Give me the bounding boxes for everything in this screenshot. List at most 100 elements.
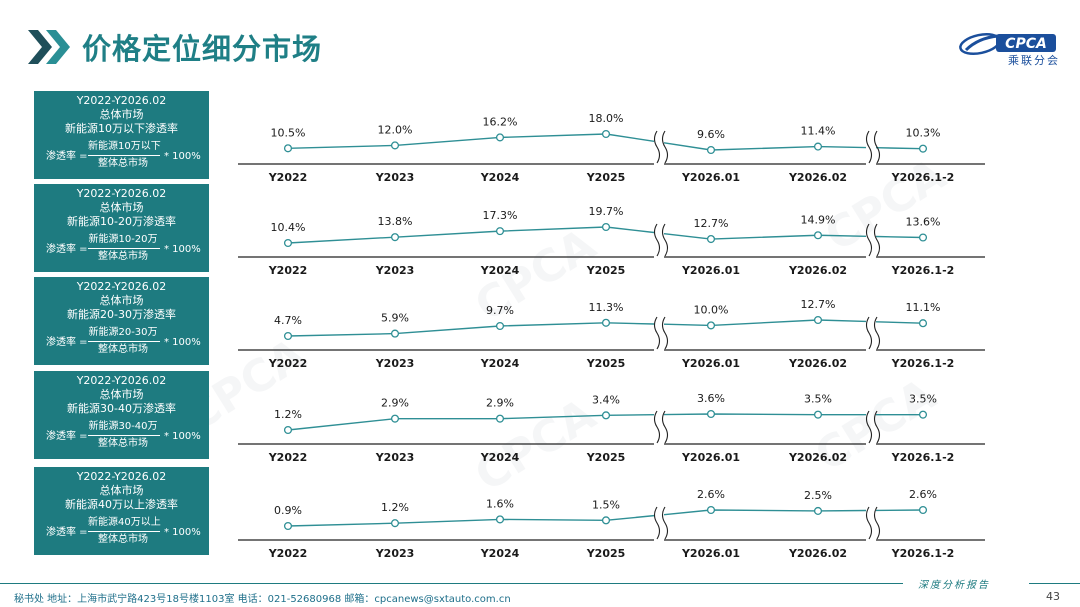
data-point — [918, 233, 928, 242]
data-point — [495, 133, 505, 142]
data-point — [813, 315, 823, 325]
category-label: Y2026.02 — [788, 171, 847, 184]
double-chevron-icon — [28, 30, 70, 64]
value-label: 4.7% — [274, 314, 302, 327]
data-point — [390, 233, 400, 242]
value-label: 10.5% — [271, 126, 306, 139]
value-label: 18.0% — [589, 112, 624, 125]
market-label: 总体市场 — [99, 201, 144, 214]
category-label: Y2023 — [375, 547, 415, 560]
data-point — [495, 321, 505, 331]
value-label: 16.2% — [483, 115, 518, 128]
value-label: 2.6% — [697, 488, 725, 501]
axis-break-mark — [873, 223, 881, 257]
category-label: Y2026.1-2 — [891, 264, 955, 277]
value-label: 9.7% — [486, 304, 514, 317]
series-line — [287, 413, 923, 431]
value-label: 19.7% — [589, 205, 624, 218]
market-label: 总体市场 — [99, 294, 144, 307]
category-label: Y2022 — [268, 171, 308, 184]
market-label: 总体市场 — [99, 484, 144, 497]
category-label: Y2026.1-2 — [891, 451, 955, 464]
value-label: 1.5% — [592, 498, 620, 511]
value-label: 10.4% — [271, 221, 306, 234]
fraction-bar — [88, 435, 160, 436]
category-label: Y2024 — [480, 171, 520, 184]
period-label: Y2022-Y2026.02 — [76, 187, 167, 200]
value-label: 3.6% — [697, 392, 725, 405]
value-label: 10.0% — [694, 303, 729, 316]
segment-label: 新能源10万以下渗透率 — [65, 122, 178, 135]
series-line — [287, 509, 924, 527]
axis-break-mark — [661, 410, 669, 444]
axis-break-mark — [865, 316, 873, 350]
definition-box: Y2022-Y2026.02 总体市场 新能源20-30万渗透率 渗透率 = 新… — [34, 277, 209, 365]
category-label: Y2026.01 — [681, 357, 740, 370]
category-label: Y2026.01 — [681, 171, 740, 184]
footer-band — [903, 578, 1029, 588]
formula-lhs: 渗透率 = — [46, 337, 88, 348]
axis-break-mark — [873, 316, 881, 350]
formula-denominator: 整体总市场 — [98, 534, 148, 545]
series-line — [287, 226, 924, 244]
footer-divider — [0, 583, 1080, 584]
axis-break-mark — [661, 316, 669, 350]
value-label: 12.0% — [378, 123, 413, 136]
data-point — [601, 318, 611, 327]
data-point — [813, 506, 823, 515]
value-label: 3.4% — [592, 393, 620, 406]
axis-break-mark — [653, 130, 661, 164]
formula: 渗透率 = 新能源10-20万 整体总市场 * 100% — [34, 231, 209, 267]
formula-rhs: * 100% — [164, 431, 201, 442]
segment-chart: 10.5% Y2022 12.0% Y2023 16.2% Y2024 18.0% Y2025… — [238, 112, 985, 184]
category-label: Y2024 — [480, 547, 520, 560]
axis-break-mark — [865, 223, 873, 257]
data-point — [495, 414, 505, 423]
value-label: 3.5% — [804, 393, 832, 406]
value-label: 17.3% — [483, 209, 518, 222]
category-label: Y2026.02 — [788, 547, 847, 560]
value-label: 13.8% — [378, 215, 413, 228]
category-label: Y2025 — [586, 264, 626, 277]
category-label: Y2026.02 — [788, 451, 847, 464]
market-label: 总体市场 — [99, 388, 144, 401]
value-label: 9.6% — [697, 128, 725, 141]
category-label: Y2025 — [586, 451, 626, 464]
category-label: Y2024 — [480, 264, 520, 277]
fraction-bar — [88, 248, 160, 249]
series-line — [287, 133, 924, 151]
formula: 渗透率 = 新能源20-30万 整体总市场 * 100% — [34, 324, 209, 360]
segment-chart: 1.2% Y2022 2.9% Y2023 2.9% Y2024 3.4% Y2025 3.6%… — [238, 392, 985, 464]
data-point — [283, 425, 293, 435]
value-label: 2.9% — [381, 397, 409, 410]
formula-lhs: 渗透率 = — [46, 431, 88, 442]
category-label: Y2026.02 — [788, 357, 847, 370]
fraction-bar — [88, 341, 160, 342]
category-label: Y2024 — [480, 451, 520, 464]
segment-panel: Y2022-Y2026.02 总体市场 新能源20-30万渗透率 渗透率 = 新… — [0, 277, 1080, 367]
value-label: 11.4% — [801, 125, 836, 138]
value-label: 1.2% — [274, 408, 302, 421]
data-point — [813, 410, 823, 419]
value-label: 5.9% — [381, 312, 409, 325]
segment-chart: 4.7% Y2022 5.9% Y2023 9.7% Y2024 11.3% Y2025 10.… — [238, 298, 985, 370]
segment-panel: Y2022-Y2026.02 总体市场 新能源30-40万渗透率 渗透率 = 新… — [0, 371, 1080, 461]
category-label: Y2026.1-2 — [891, 171, 955, 184]
logo-subtitle: 乘联分会 — [1008, 54, 1060, 67]
segment-chart: 0.9% Y2022 1.2% Y2023 1.6% Y2024 1.5% Y2025 2.6%… — [238, 488, 985, 560]
footer-contact-info: 秘书处 地址：上海市武宁路423号18号楼1103室 电话：021-526809… — [14, 594, 511, 605]
formula-lhs: 渗透率 = — [46, 244, 88, 255]
category-label: Y2025 — [586, 357, 626, 370]
data-point — [813, 231, 823, 240]
axis-break-mark — [653, 410, 661, 444]
category-label: Y2023 — [375, 264, 415, 277]
definition-box: Y2022-Y2026.02 总体市场 新能源10万以下渗透率 渗透率 = 新能… — [34, 91, 209, 179]
category-label: Y2026.02 — [788, 264, 847, 277]
formula-numerator: 新能源10-20万 — [88, 234, 158, 245]
category-label: Y2026.01 — [681, 264, 740, 277]
data-point — [390, 329, 400, 338]
axis-break-mark — [653, 316, 661, 350]
data-point — [706, 234, 716, 244]
formula-rhs: * 100% — [164, 527, 201, 538]
